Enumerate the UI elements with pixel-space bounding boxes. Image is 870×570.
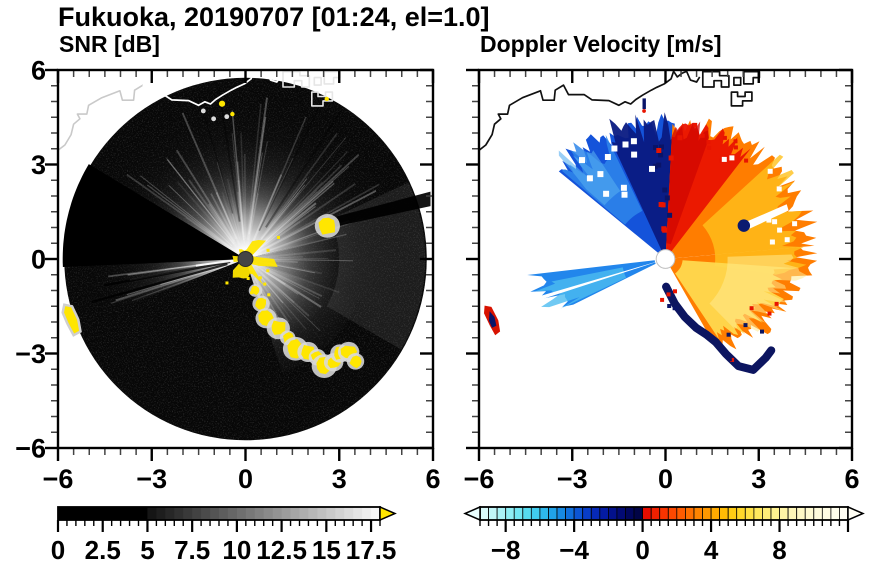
svg-text:15: 15 (312, 535, 341, 565)
svg-text:3: 3 (31, 150, 46, 180)
radar-site-dot (655, 249, 676, 269)
snr-panel-title: SNR [dB] (59, 31, 160, 57)
svg-text:8: 8 (772, 535, 786, 565)
svg-text:0: 0 (238, 464, 253, 494)
svg-text:0: 0 (51, 535, 65, 565)
svg-text:−6: −6 (43, 464, 74, 494)
snr-echo-fans (76, 76, 427, 373)
svg-text:−6: −6 (464, 464, 495, 494)
svg-text:3: 3 (751, 464, 766, 494)
snr-ppi-plot: −6 −3 0 3 6 6 3 0 −3 −6 (15, 60, 440, 494)
svg-text:6: 6 (31, 60, 46, 86)
svg-text:−3: −3 (557, 464, 588, 494)
doppler-velocity-fans (527, 112, 818, 350)
velocity-colorbar: −8 −4 0 4 8 (463, 505, 865, 565)
yellow-clutter (61, 96, 365, 378)
edge-speckles (579, 122, 798, 362)
svg-text:0: 0 (31, 245, 46, 275)
radar-site-dot (237, 251, 254, 267)
svg-text:6: 6 (425, 464, 440, 494)
doppler-ppi-plot: −6 −3 0 3 6 (464, 68, 860, 494)
axes-frame (45, 68, 435, 461)
axis-tick-labels: −6 −3 0 3 6 6 3 0 −3 −6 (15, 60, 440, 494)
svg-text:2.5: 2.5 (85, 535, 121, 565)
svg-text:0: 0 (635, 535, 649, 565)
svg-text:0: 0 (658, 464, 673, 494)
svg-text:−3: −3 (136, 464, 167, 494)
svg-text:−8: −8 (491, 535, 521, 565)
svg-text:5: 5 (140, 535, 154, 565)
svg-text:−3: −3 (15, 339, 46, 369)
svg-text:12.5: 12.5 (256, 535, 307, 565)
figure-title: Fukuoka, 20190707 [01:24, el=1.0] (58, 2, 490, 32)
colorbars: 0 2.5 5 7.5 10 12.5 15 17.5 −8 −4 0 4 8 (51, 505, 865, 565)
axes-frame (466, 68, 854, 461)
svg-text:17.5: 17.5 (346, 535, 397, 565)
snr-colorbar: 0 2.5 5 7.5 10 12.5 15 17.5 (51, 505, 397, 565)
doppler-panel-title: Doppler Velocity [m/s] (480, 31, 722, 57)
svg-text:7.5: 7.5 (174, 535, 210, 565)
svg-text:3: 3 (332, 464, 347, 494)
aliased-navy-band (662, 282, 776, 374)
svg-text:6: 6 (844, 464, 859, 494)
axis-tick-labels: −6 −3 0 3 6 (464, 464, 860, 494)
svg-text:4: 4 (704, 535, 719, 565)
svg-text:10: 10 (222, 535, 251, 565)
snr-shadow-wedges (62, 84, 431, 303)
feature-polygons (484, 98, 789, 336)
svg-text:−6: −6 (15, 434, 46, 464)
svg-text:−4: −4 (559, 535, 589, 565)
